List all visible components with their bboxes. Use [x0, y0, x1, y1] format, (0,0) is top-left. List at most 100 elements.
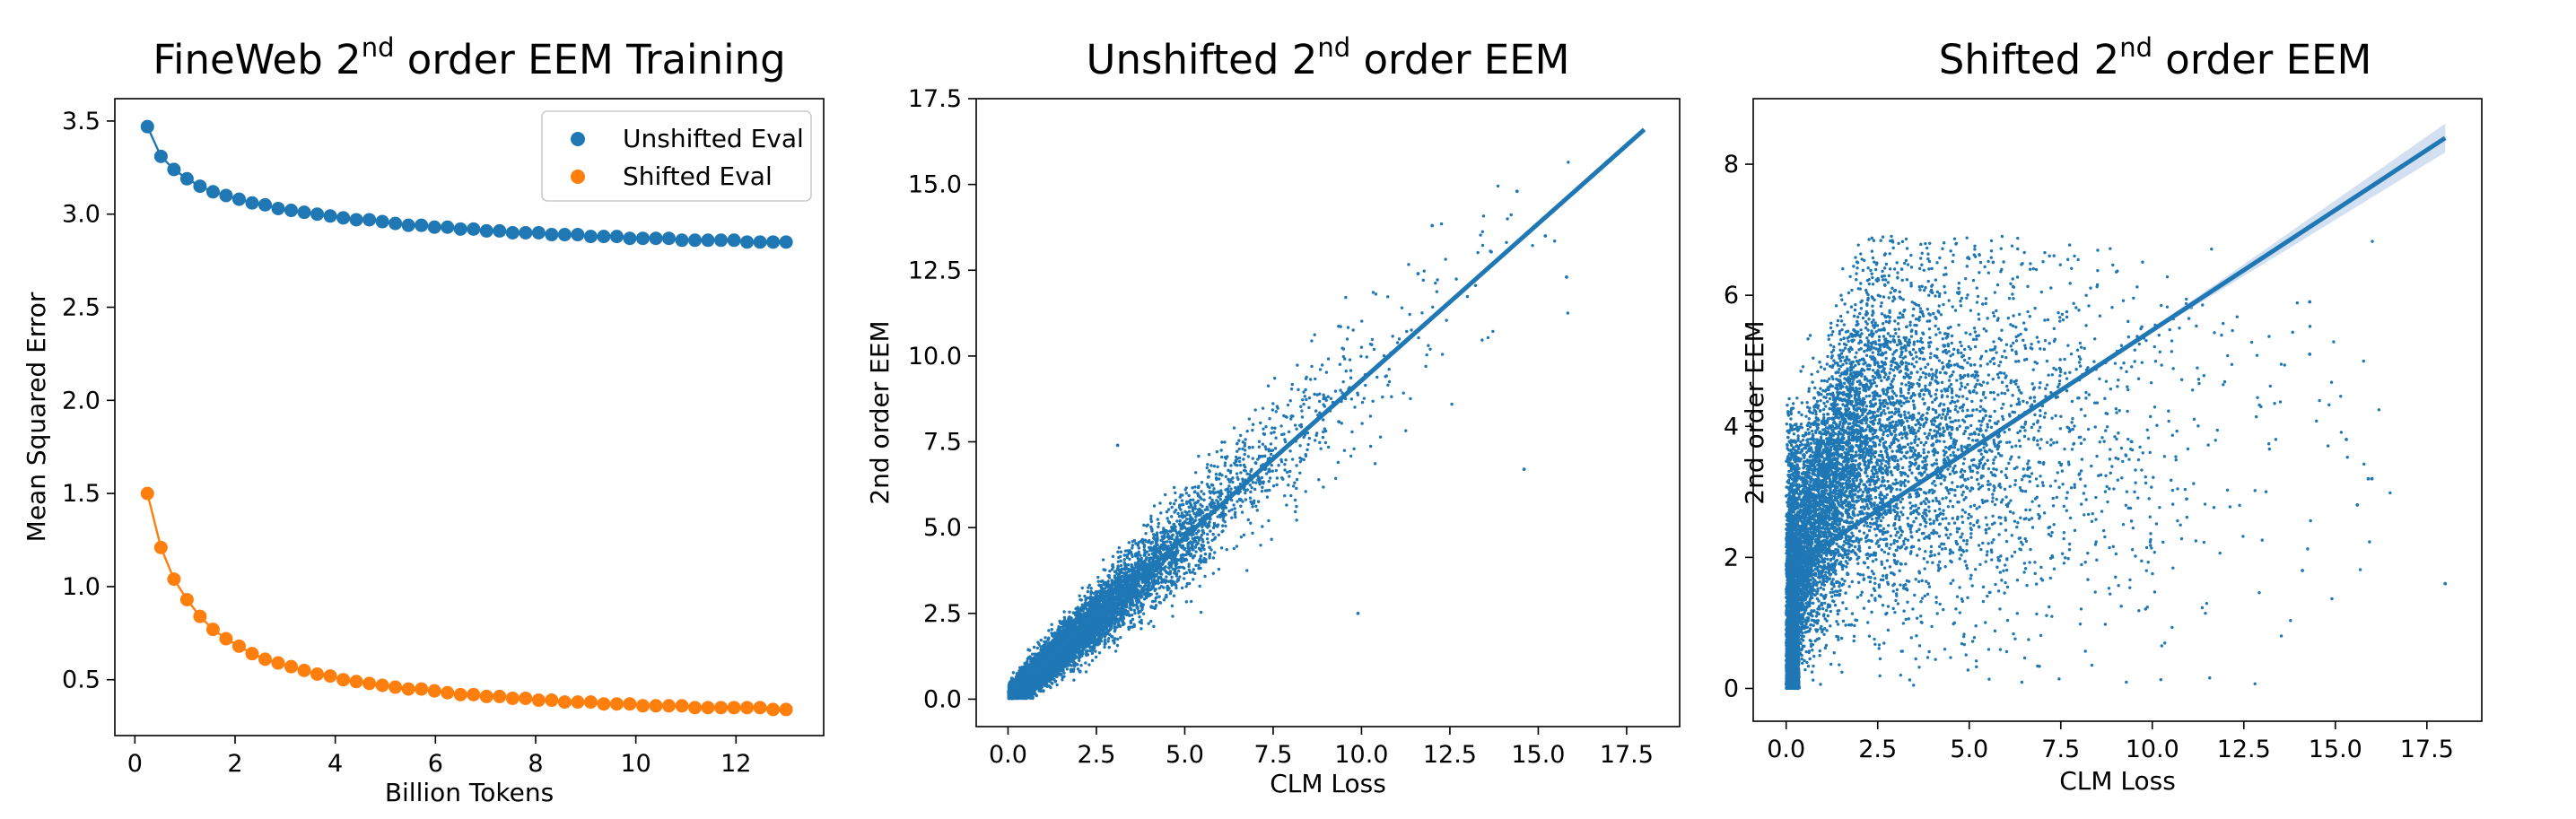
scatter-point: [1149, 619, 1153, 623]
scatter-point: [1434, 281, 1437, 285]
data-point: [661, 231, 676, 246]
scatter-point: [1098, 598, 1103, 603]
scatter-point: [1295, 504, 1298, 509]
data-point: [258, 652, 272, 667]
scatter-point: [1262, 432, 1267, 436]
chart-1-ytick-label: 3.0: [62, 201, 100, 229]
scatter-point: [1187, 510, 1192, 513]
scatter-point: [1300, 409, 1304, 413]
scatter-point: [1080, 586, 1084, 590]
scatter-point: [1150, 529, 1154, 533]
scatter-point: [1308, 378, 1313, 381]
scatter-point: [1149, 514, 1153, 518]
scatter-point: [1322, 418, 1325, 422]
data-point: [479, 689, 493, 703]
scatter-point: [1269, 442, 1273, 446]
scatter-point: [1378, 435, 1383, 439]
legend-box: [541, 110, 812, 202]
data-point: [753, 235, 767, 249]
scatter-point: [1390, 395, 1393, 398]
scatter-point: [1211, 532, 1215, 536]
legend-label-shifted: Shifted Eval: [623, 161, 773, 191]
data-point: [297, 663, 311, 677]
data-point: [531, 693, 546, 708]
scatter-point: [1072, 678, 1076, 682]
scatter-point: [1320, 363, 1324, 367]
scatter-point: [1157, 595, 1161, 598]
scatter-point: [1119, 550, 1123, 553]
scatter-point: [1161, 540, 1166, 545]
scatter-point: [1496, 184, 1500, 188]
scatter-point: [1065, 667, 1069, 671]
scatter-point: [1285, 470, 1289, 475]
data-point: [609, 697, 624, 711]
scatter-point: [1251, 457, 1254, 460]
scatter-point: [1120, 571, 1123, 574]
scatter-point: [1480, 230, 1485, 233]
scatter-point: [1117, 545, 1121, 550]
scatter-point: [1289, 417, 1293, 421]
scatter-point: [1251, 428, 1254, 432]
scatter-point: [1158, 601, 1163, 605]
scatter-point: [1324, 370, 1329, 374]
data-point: [557, 695, 572, 710]
scatter-point: [1230, 508, 1234, 511]
scatter-point: [1387, 379, 1392, 384]
data-point: [427, 684, 441, 698]
data-point: [766, 235, 781, 249]
scatter-point: [1431, 305, 1435, 309]
scatter-point: [1387, 368, 1391, 371]
data-point: [140, 486, 154, 501]
scatter-point: [1219, 449, 1223, 452]
scatter-point: [1203, 552, 1208, 556]
scatter-point: [1239, 535, 1244, 539]
scatter-point: [1253, 408, 1257, 412]
scatter-point: [1167, 520, 1172, 525]
scatter-point: [1341, 354, 1346, 359]
data-point: [231, 639, 246, 653]
chart-1-xtick-label: 12: [720, 750, 751, 778]
scatter-point: [1283, 462, 1287, 466]
scatter-point: [1246, 455, 1251, 458]
scatter-point: [1359, 345, 1364, 349]
scatter-point: [1096, 579, 1100, 583]
scatter-point: [1341, 379, 1345, 384]
scatter-point: [1262, 427, 1265, 431]
scatter-point: [1193, 471, 1198, 475]
scatter-point: [1193, 545, 1198, 549]
scatter-point: [1174, 499, 1178, 502]
scatter-point: [1306, 442, 1310, 447]
scatter-point: [1207, 453, 1211, 457]
data-point: [505, 225, 520, 240]
scatter-point: [1167, 566, 1171, 570]
scatter-point: [1244, 449, 1247, 452]
data-point: [635, 699, 650, 713]
scatter-point: [1240, 510, 1244, 514]
scatter-point: [1166, 532, 1170, 536]
scatter-point: [1157, 525, 1160, 528]
scatter-point: [1212, 537, 1217, 541]
scatter-point: [1370, 337, 1375, 342]
training-curve-chart: FineWeb 2nd order EEM Training 0 2 4 6 8 10 12…: [22, 32, 825, 807]
scatter-point: [1531, 243, 1534, 248]
scatter-point: [1159, 511, 1163, 515]
scatter-point: [1035, 646, 1039, 650]
scatter-point: [1194, 563, 1198, 568]
chart-1-title: FineWeb 2nd order EEM Training: [153, 32, 785, 83]
scatter-point: [1267, 518, 1271, 523]
scatter-point: [1193, 507, 1198, 510]
scatter-point: [1224, 524, 1227, 528]
scatter-point: [1133, 611, 1137, 615]
legend-marker-shifted: [571, 170, 585, 184]
chart-1-xtick-label: 6: [428, 750, 443, 778]
data-point: [519, 691, 533, 705]
data-point: [649, 231, 663, 246]
scatter-point: [1220, 474, 1224, 477]
scatter-point: [1425, 353, 1428, 357]
scatter-point: [1219, 546, 1224, 550]
data-point: [740, 235, 755, 249]
data-point: [193, 609, 207, 623]
scatter-point: [1189, 599, 1193, 604]
scatter-point: [1271, 449, 1275, 452]
scatter-point: [1132, 608, 1137, 613]
